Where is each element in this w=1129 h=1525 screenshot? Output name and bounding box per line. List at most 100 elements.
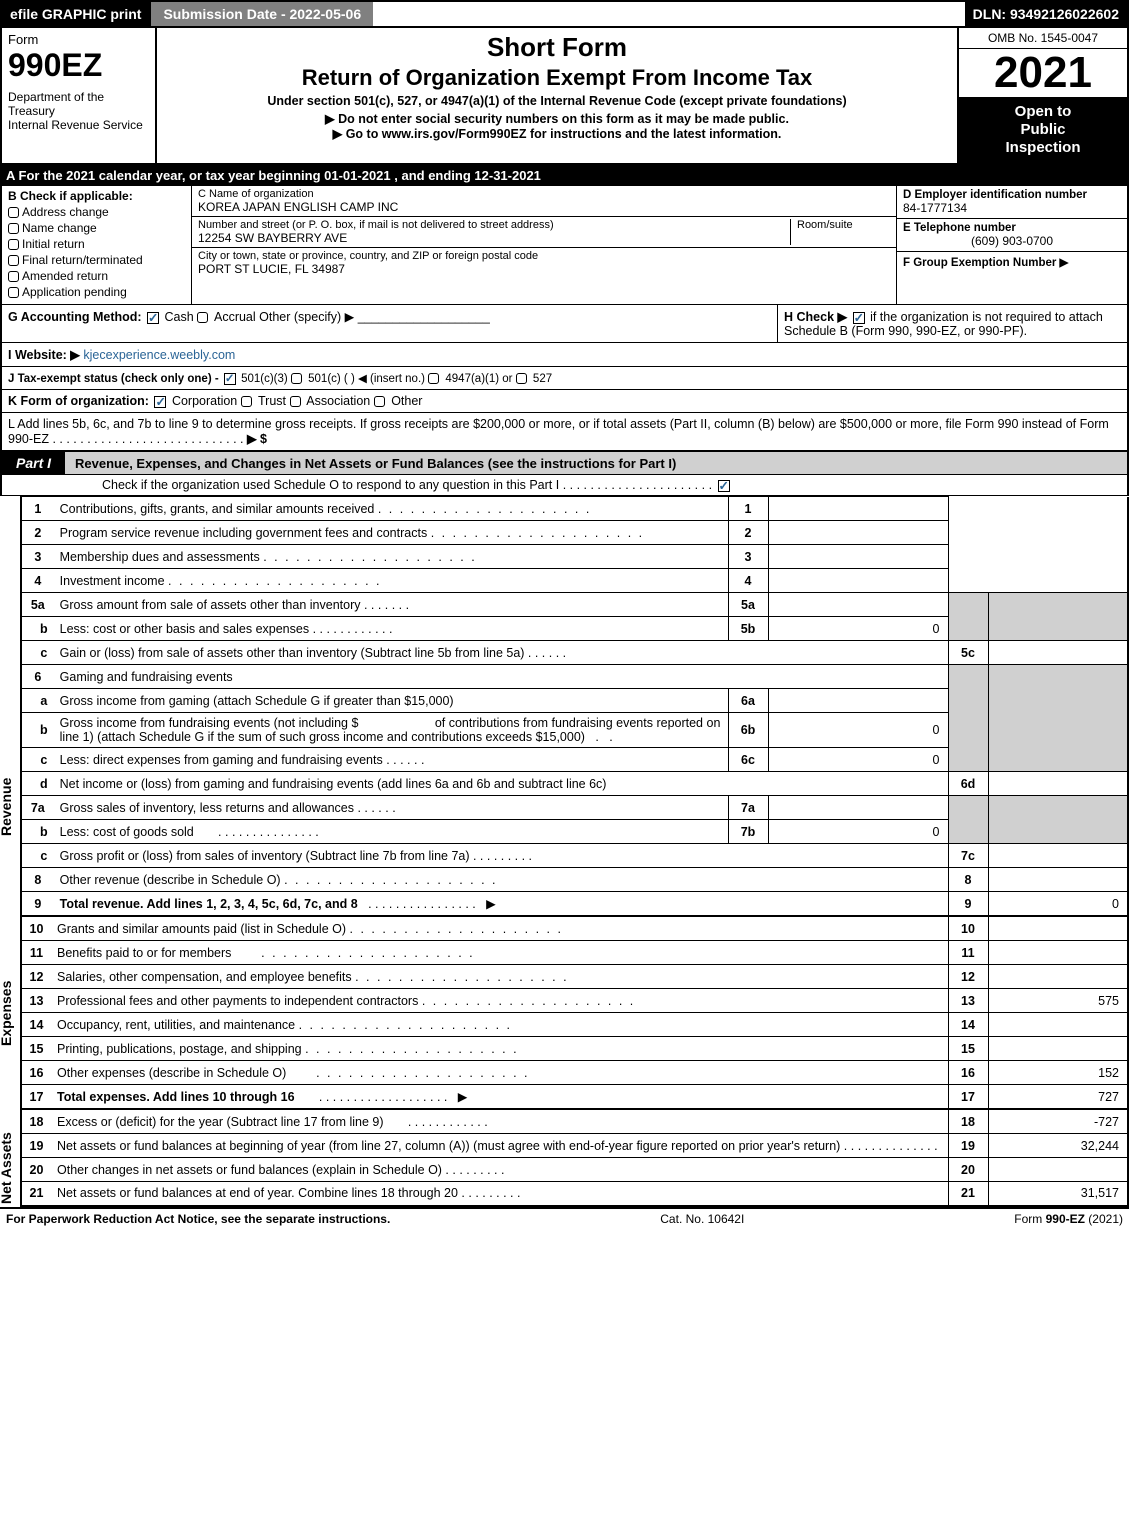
line-7c: cGross profit or (loss) from sales of in…	[21, 844, 1128, 868]
line-4: 4Investment income 4	[21, 569, 1128, 593]
cb-501c[interactable]	[291, 373, 302, 384]
part1-header: Part I Revenue, Expenses, and Changes in…	[0, 451, 1129, 475]
revenue-label: Revenue	[0, 778, 14, 836]
cb-4947[interactable]	[428, 373, 439, 384]
website-link[interactable]: kjecexperience.weebly.com	[83, 348, 235, 362]
cb-other-org[interactable]	[374, 396, 385, 407]
header-left: Form 990EZ Department of the Treasury In…	[2, 28, 157, 163]
omb-number: OMB No. 1545-0047	[959, 28, 1127, 49]
cb-501c3[interactable]	[224, 373, 236, 385]
header-center: Short Form Return of Organization Exempt…	[157, 28, 957, 163]
cb-name-change[interactable]: Name change	[8, 221, 185, 235]
j-row: J Tax-exempt status (check only one) - 5…	[0, 367, 1129, 390]
form-version: Form 990-EZ (2021)	[1014, 1212, 1123, 1226]
line-18: 18Excess or (deficit) for the year (Subt…	[21, 1110, 1128, 1134]
line-19: 19Net assets or fund balances at beginni…	[21, 1134, 1128, 1158]
cb-accrual[interactable]	[197, 312, 208, 323]
cb-address-change[interactable]: Address change	[8, 205, 185, 219]
org-name-label: C Name of organization	[198, 188, 890, 200]
expenses-table: 10Grants and similar amounts paid (list …	[20, 916, 1129, 1109]
line-5c: cGain or (loss) from sale of assets othe…	[21, 641, 1128, 665]
line-6: 6Gaming and fundraising events	[21, 665, 1128, 689]
top-bar: efile GRAPHIC print Submission Date - 20…	[0, 0, 1129, 28]
column-d: D Employer identification number 84-1777…	[897, 186, 1127, 304]
line-17: 17Total expenses. Add lines 10 through 1…	[21, 1085, 1128, 1109]
line-1: 1Contributions, gifts, grants, and simil…	[21, 497, 1128, 521]
line-3: 3Membership dues and assessments 3	[21, 545, 1128, 569]
form-header: Form 990EZ Department of the Treasury In…	[0, 28, 1129, 165]
netassets-section: Net Assets 18Excess or (deficit) for the…	[0, 1109, 1129, 1207]
irs: Internal Revenue Service	[8, 118, 149, 132]
k-row: K Form of organization: Corporation Trus…	[0, 390, 1129, 413]
dept: Department of the Treasury	[8, 90, 149, 118]
form-number: 990EZ	[8, 47, 149, 84]
return-title: Return of Organization Exempt From Incom…	[167, 65, 947, 91]
g-accounting: G Accounting Method: Cash Accrual Other …	[2, 305, 777, 342]
revenue-table: 1Contributions, gifts, grants, and simil…	[20, 496, 1129, 916]
line-12: 12Salaries, other compensation, and empl…	[21, 965, 1128, 989]
group-row: F Group Exemption Number ▶	[897, 252, 1127, 272]
ein-row: D Employer identification number 84-1777…	[897, 186, 1127, 219]
line-8: 8Other revenue (describe in Schedule O) …	[21, 868, 1128, 892]
city: PORT ST LUCIE, FL 34987	[198, 262, 890, 276]
tax-year: 2021	[959, 49, 1127, 97]
ein-label: D Employer identification number	[903, 189, 1121, 201]
short-form-title: Short Form	[167, 32, 947, 63]
cb-527[interactable]	[516, 373, 527, 384]
tel-row: E Telephone number (609) 903-0700	[897, 219, 1127, 252]
revenue-section: Revenue 1Contributions, gifts, grants, a…	[0, 496, 1129, 916]
line-13: 13Professional fees and other payments t…	[21, 989, 1128, 1013]
cb-final-return[interactable]: Final return/terminated	[8, 253, 185, 267]
gh-row: G Accounting Method: Cash Accrual Other …	[0, 305, 1129, 343]
line-20: 20Other changes in net assets or fund ba…	[21, 1158, 1128, 1182]
street: 12254 SW BAYBERRY AVE	[198, 231, 790, 245]
cb-trust[interactable]	[241, 396, 252, 407]
page-footer: For Paperwork Reduction Act Notice, see …	[0, 1207, 1129, 1229]
catalog-number: Cat. No. 10642I	[660, 1212, 744, 1226]
street-row: Number and street (or P. O. box, if mail…	[192, 217, 896, 248]
l-row: L Add lines 5b, 6c, and 7b to line 9 to …	[0, 413, 1129, 451]
cb-corp[interactable]	[154, 396, 166, 408]
cb-amended[interactable]: Amended return	[8, 269, 185, 283]
line-9: 9Total revenue. Add lines 1, 2, 3, 4, 5c…	[21, 892, 1128, 916]
form-word: Form	[8, 32, 149, 47]
h-check: H Check ▶ if the organization is not req…	[777, 305, 1127, 342]
efile-print[interactable]: efile GRAPHIC print	[2, 2, 149, 26]
netassets-label: Net Assets	[0, 1132, 14, 1204]
goto-link[interactable]: ▶ Go to www.irs.gov/Form990EZ for instru…	[167, 126, 947, 141]
room-label: Room/suite	[790, 219, 890, 245]
street-label: Number and street (or P. O. box, if mail…	[198, 219, 790, 231]
part1-check: Check if the organization used Schedule …	[0, 475, 1129, 496]
section-a: A For the 2021 calendar year, or tax yea…	[0, 165, 1129, 186]
line-2: 2Program service revenue including gover…	[21, 521, 1128, 545]
tel: (609) 903-0700	[903, 234, 1121, 248]
column-b: B Check if applicable: Address change Na…	[2, 186, 192, 304]
group-label: F Group Exemption Number ▶	[903, 255, 1121, 269]
expenses-section: Expenses 10Grants and similar amounts pa…	[0, 916, 1129, 1109]
line-14: 14Occupancy, rent, utilities, and mainte…	[21, 1013, 1128, 1037]
line-6d: dNet income or (loss) from gaming and fu…	[21, 772, 1128, 796]
cb-schedule-b[interactable]	[853, 312, 865, 324]
cb-cash[interactable]	[147, 312, 159, 324]
line-5a: 5aGross amount from sale of assets other…	[21, 593, 1128, 617]
line-10: 10Grants and similar amounts paid (list …	[21, 917, 1128, 941]
open-to-public: Open to Public Inspection	[959, 97, 1127, 163]
netassets-table: 18Excess or (deficit) for the year (Subt…	[20, 1109, 1129, 1207]
line-15: 15Printing, publications, postage, and s…	[21, 1037, 1128, 1061]
line-21: 21Net assets or fund balances at end of …	[21, 1182, 1128, 1206]
tel-label: E Telephone number	[903, 222, 1121, 234]
expenses-label: Expenses	[0, 981, 14, 1046]
part1-title: Revenue, Expenses, and Changes in Net As…	[65, 456, 1127, 471]
header-right: OMB No. 1545-0047 2021 Open to Public In…	[957, 28, 1127, 163]
cb-initial-return[interactable]: Initial return	[8, 237, 185, 251]
info-grid: B Check if applicable: Address change Na…	[0, 186, 1129, 305]
ein: 84-1777134	[903, 201, 1121, 215]
under-section: Under section 501(c), 527, or 4947(a)(1)…	[167, 94, 947, 108]
cb-pending[interactable]: Application pending	[8, 285, 185, 299]
org-name: KOREA JAPAN ENGLISH CAMP INC	[198, 200, 890, 214]
cb-assoc[interactable]	[290, 396, 301, 407]
line-7a: 7aGross sales of inventory, less returns…	[21, 796, 1128, 820]
cb-schedule-o[interactable]	[718, 480, 730, 492]
city-label: City or town, state or province, country…	[198, 250, 890, 262]
b-title: B Check if applicable:	[8, 189, 185, 203]
